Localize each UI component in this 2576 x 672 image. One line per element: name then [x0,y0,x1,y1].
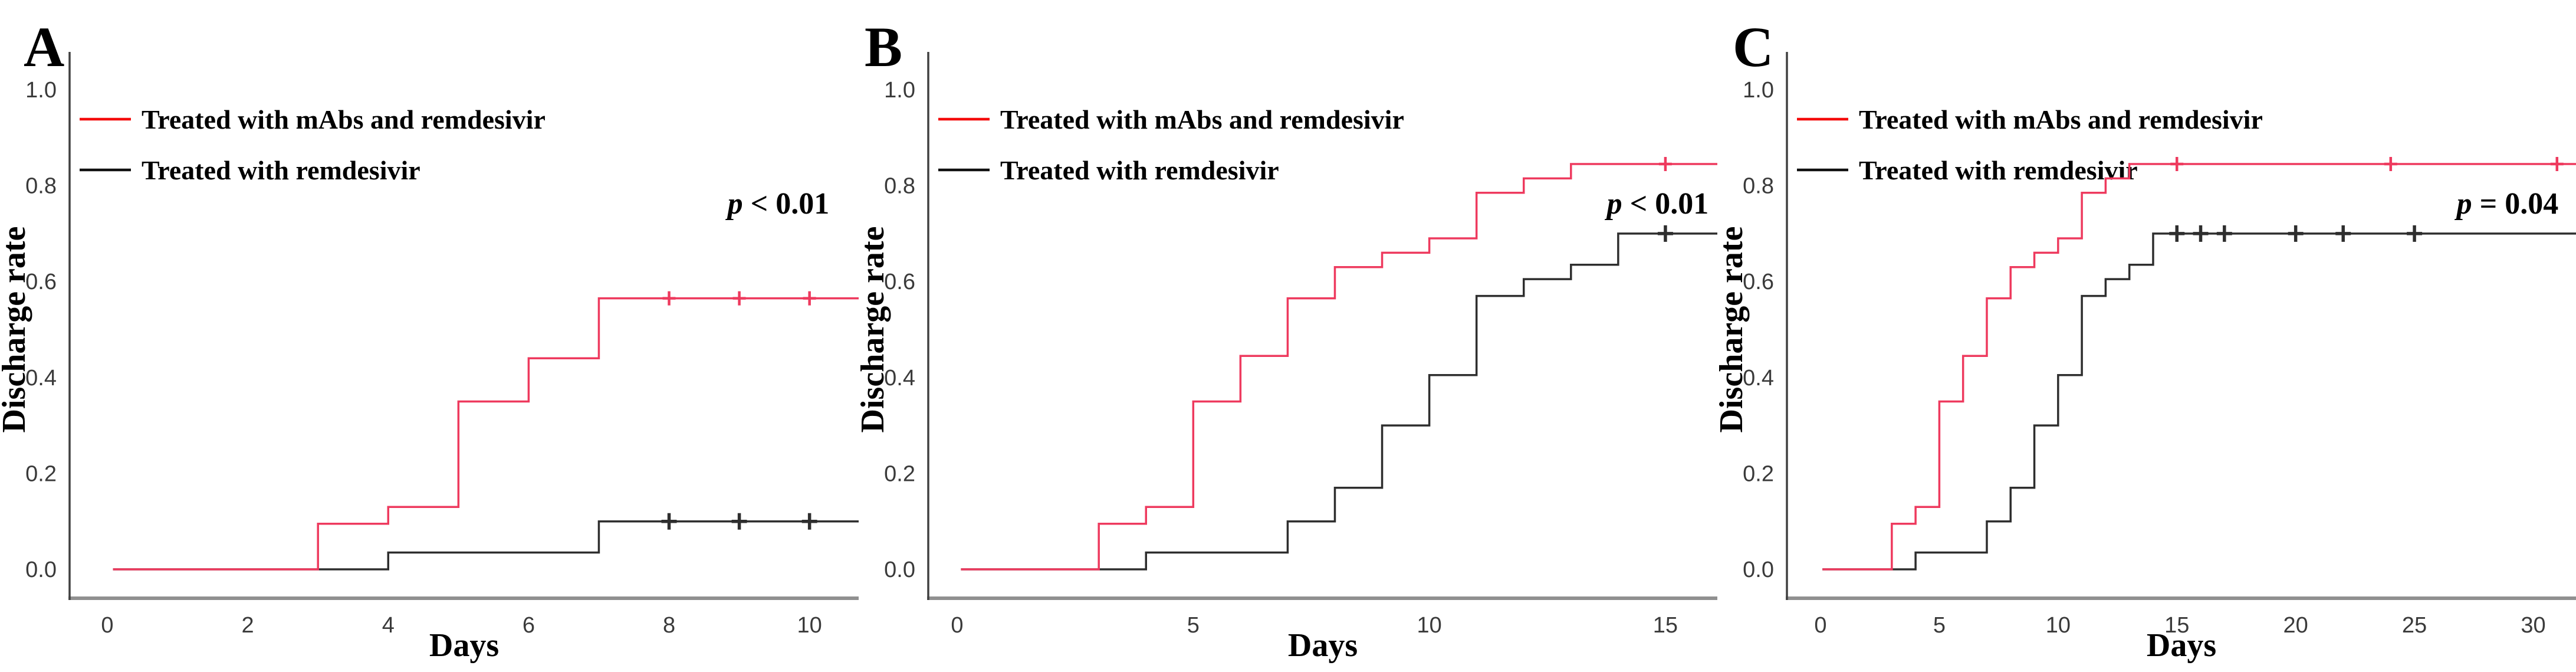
y-tick-label: 0.4 [884,366,915,391]
panel-a: 0 2 4 6 8 10 0.0 0.2 0.4 0.6 0.8 1.0 Days Discharge r… [0,0,859,672]
y-tick-label: 0.6 [1743,270,1774,294]
p-value-label: p < 0.01 [725,187,830,221]
km-curve-remdesivir [1822,232,2576,571]
x-tick-label: 2 [242,613,254,638]
panel-letter: A [24,15,64,78]
km-curve-remdesivir [113,520,859,571]
panel-c: 0 5 10 15 20 25 30 0.0 0.2 0.4 0.6 0.8 1.0 Days Discha… [1717,0,2576,672]
km-curve-remdesivir [961,232,1717,571]
x-tick-label: 10 [2046,613,2071,638]
x-tick-label: 0 [951,613,963,638]
y-tick-label: 1.0 [884,78,915,103]
panel-letter: B [865,15,902,78]
legend-label: Treated with remdesivir [142,155,420,185]
y-tick-label: 0.2 [1743,461,1774,486]
y-axis-title: Discharge rate [859,227,891,433]
y-axis-title: Discharge rate [0,227,32,433]
y-tick-label: 1.0 [1743,78,1774,103]
y-tick-label: 0.8 [25,174,57,199]
x-tick-label: 10 [797,613,822,638]
panel-letter: C [1733,15,1773,78]
y-tick-label: 0.0 [1743,558,1774,582]
panel-c-chart: 0 5 10 15 20 25 30 0.0 0.2 0.4 0.6 0.8 1.0 Days Discha… [1717,15,2576,664]
x-axis-title: Days [2147,627,2216,664]
x-tick-label: 0 [1814,613,1826,638]
y-axis-title: Discharge rate [1717,227,1750,433]
x-tick-label: 5 [1933,613,1946,638]
y-tick-label: 0.2 [884,461,915,486]
p-value-label: p = 0.04 [2455,187,2559,221]
y-tick-label: 0.8 [1743,174,1774,199]
km-curve-mabs-remdesivir [961,163,1717,571]
x-axis-title: Days [1288,627,1358,664]
y-tick-label: 0.4 [1743,366,1774,391]
x-tick-label: 20 [2283,613,2308,638]
panel-a-chart: 0 2 4 6 8 10 0.0 0.2 0.4 0.6 0.8 1.0 Days Discharge r… [0,15,859,664]
legend-label: Treated with remdesivir [1859,155,2138,185]
legend-label: Treated with mAbs and remdesivir [1859,104,2263,135]
x-tick-label: 10 [1417,613,1441,638]
km-curve-mabs-remdesivir [1822,163,2576,571]
legend-label: Treated with remdesivir [1000,155,1279,185]
x-axis-title: Days [429,627,499,664]
panel-b-chart: 0 5 10 15 0.0 0.2 0.4 0.6 0.8 1.0 Days Discharge ra… [859,15,1717,664]
x-tick-label: 0 [101,613,113,638]
x-tick-label: 25 [2402,613,2427,638]
x-tick-label: 6 [523,613,535,638]
y-tick-label: 0.0 [25,558,57,582]
x-tick-label: 30 [2521,613,2545,638]
y-tick-label: 0.6 [884,270,915,294]
x-tick-label: 8 [663,613,675,638]
y-tick-label: 0.8 [884,174,915,199]
x-tick-label: 4 [382,613,395,638]
x-tick-label: 15 [1653,613,1678,638]
y-tick-label: 1.0 [25,78,57,103]
y-tick-label: 0.2 [25,461,57,486]
x-tick-label: 5 [1187,613,1200,638]
legend-label: Treated with mAbs and remdesivir [142,104,546,135]
y-tick-label: 0.0 [884,558,915,582]
y-tick-label: 0.6 [25,270,57,294]
x-tick-label: 15 [2164,613,2189,638]
y-tick-label: 0.4 [25,366,57,391]
km-curve-mabs-remdesivir [113,297,859,571]
p-value-label: p < 0.01 [1605,187,1709,221]
legend-label: Treated with mAbs and remdesivir [1000,104,1404,135]
panel-b: 0 5 10 15 0.0 0.2 0.4 0.6 0.8 1.0 Days Discharge ra… [859,0,1717,672]
